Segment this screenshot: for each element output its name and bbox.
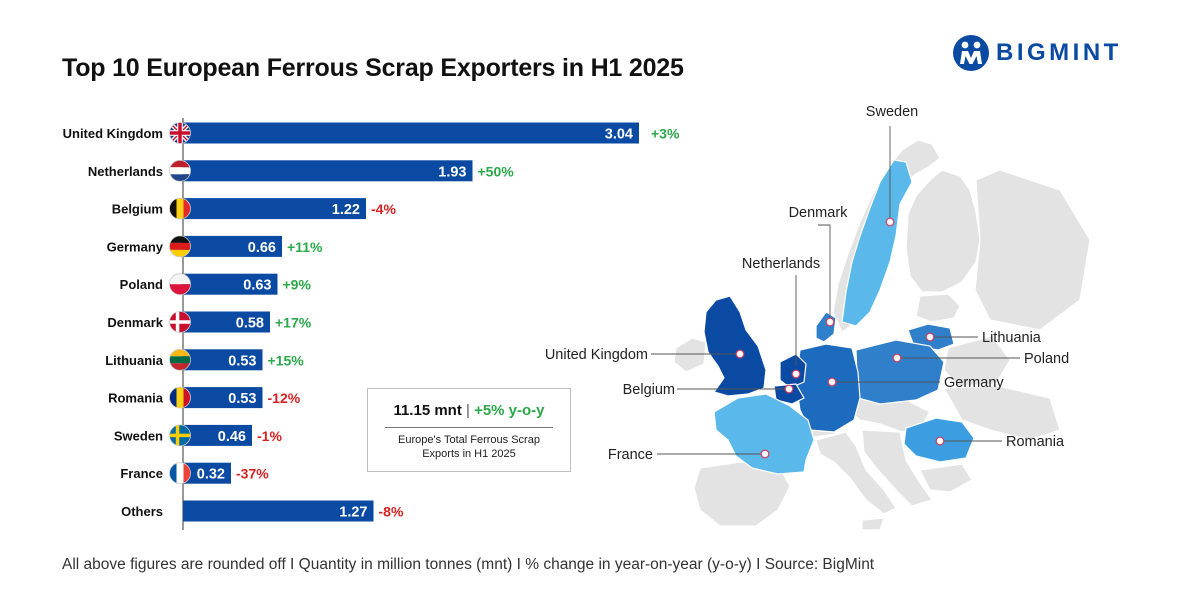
romania-flag-icon bbox=[169, 386, 191, 409]
bar bbox=[183, 349, 263, 371]
yoy-change-label: -4% bbox=[371, 201, 396, 217]
bar bbox=[183, 387, 263, 409]
bigmint-logo-icon bbox=[953, 35, 989, 71]
summary-caption: Europe's Total Ferrous Scrap Exports in … bbox=[368, 433, 570, 461]
belgium-flag-icon bbox=[169, 197, 191, 220]
map-label-uk: United Kingdom bbox=[545, 347, 648, 363]
map-markers bbox=[735, 217, 945, 459]
yoy-change-label: +3% bbox=[651, 126, 680, 142]
poland-marker bbox=[892, 353, 902, 363]
bar bbox=[183, 198, 366, 220]
bar bbox=[183, 273, 278, 295]
yoy-change-label: +17% bbox=[275, 315, 312, 331]
brand-name: BIGMINT bbox=[996, 39, 1122, 66]
footer-note: All above figures are rounded off I Quan… bbox=[62, 556, 875, 573]
lithuania-marker bbox=[925, 332, 935, 342]
yoy-change-label: +11% bbox=[287, 239, 323, 255]
map-label-romania: Romania bbox=[1006, 434, 1065, 450]
bar-value-label: 1.22 bbox=[332, 202, 360, 218]
yoy-change-label: -1% bbox=[257, 428, 282, 444]
bar bbox=[183, 122, 639, 144]
germany-flag-icon bbox=[169, 235, 191, 258]
yoy-change-label: +50% bbox=[478, 163, 515, 179]
bar-value-label: 3.04 bbox=[605, 127, 633, 143]
yoy-change-label: -8% bbox=[379, 504, 404, 520]
sweden-flag-icon bbox=[169, 424, 191, 447]
france-flag-icon bbox=[169, 462, 191, 485]
category-label: Germany bbox=[107, 239, 164, 254]
denmark-leader-line bbox=[818, 224, 831, 322]
yoy-change-label: +15% bbox=[268, 352, 305, 368]
map-label-sweden: Sweden bbox=[866, 104, 918, 120]
total-summary-headline: 11.15 mnt | +5% y-o-y bbox=[368, 402, 570, 419]
uk-marker bbox=[735, 349, 745, 359]
map-label-poland: Poland bbox=[1024, 351, 1069, 367]
poland-flag-icon bbox=[169, 273, 191, 296]
map-label-netherlands: Netherlands bbox=[742, 256, 820, 272]
romania-marker bbox=[935, 436, 945, 446]
yoy-change-label: +9% bbox=[283, 277, 312, 293]
category-label: Poland bbox=[120, 277, 163, 292]
map-leader-lines bbox=[651, 126, 1020, 455]
denmark-marker bbox=[825, 317, 835, 327]
bar-value-label: 0.66 bbox=[248, 240, 276, 256]
map-label-lithuania: Lithuania bbox=[982, 330, 1042, 346]
map-country-labels: Sweden Denmark Netherlands Lithuania Pol… bbox=[545, 104, 1069, 463]
category-label: United Kingdom bbox=[63, 126, 163, 141]
summary-divider bbox=[385, 427, 553, 428]
bar bbox=[183, 500, 374, 522]
category-label: Others bbox=[121, 504, 163, 519]
belgium-marker bbox=[784, 384, 794, 394]
bar-value-label: 0.46 bbox=[218, 429, 246, 445]
france-marker bbox=[760, 449, 770, 459]
category-label: Denmark bbox=[107, 315, 163, 330]
bar-value-label: 1.93 bbox=[438, 164, 466, 180]
bar-value-label: 1.27 bbox=[339, 505, 367, 521]
map-background-countries bbox=[673, 139, 1091, 531]
bar-value-label: 0.53 bbox=[228, 353, 256, 369]
category-label: Sweden bbox=[114, 428, 163, 443]
netherlands-flag-icon bbox=[169, 159, 191, 182]
bar-value-label: 0.32 bbox=[197, 467, 225, 483]
bar bbox=[183, 160, 473, 182]
map-label-belgium: Belgium bbox=[623, 382, 675, 398]
category-label: Belgium bbox=[112, 202, 163, 217]
bar bbox=[183, 462, 231, 484]
europe-map: Sweden Denmark Netherlands Lithuania Pol… bbox=[545, 104, 1091, 531]
map-label-denmark: Denmark bbox=[789, 205, 849, 221]
yoy-change-label: -12% bbox=[268, 390, 301, 406]
category-label: Lithuania bbox=[105, 353, 164, 368]
bigmint-logo: BIGMINT bbox=[952, 34, 1122, 72]
category-label: Romania bbox=[108, 391, 164, 406]
total-yoy-change: +5% y-o-y bbox=[474, 402, 545, 419]
sweden-marker bbox=[885, 217, 895, 227]
category-label: France bbox=[120, 466, 163, 481]
bar bbox=[183, 311, 270, 333]
bar-chart: United Kingdom 3.04 +3% Netherlands 1.93 +50%… bbox=[63, 118, 680, 530]
uk-flag-icon bbox=[169, 122, 191, 144]
bar bbox=[183, 235, 282, 257]
yoy-change-label: -37% bbox=[236, 466, 269, 482]
total-summary-box: 11.15 mnt | +5% y-o-y Europe's Total Fer… bbox=[367, 388, 571, 472]
total-exports-value: 11.15 mnt bbox=[393, 402, 462, 419]
summary-caption-line-2: Exports in H1 2025 bbox=[422, 448, 516, 460]
category-label: Netherlands bbox=[88, 164, 163, 179]
summary-separator: | bbox=[466, 402, 470, 419]
germany-marker bbox=[827, 377, 837, 387]
map-label-germany: Germany bbox=[944, 375, 1004, 391]
bar-value-label: 0.58 bbox=[236, 316, 264, 332]
map-label-france: France bbox=[608, 447, 653, 463]
chart-title: Top 10 European Ferrous Scrap Exporters … bbox=[62, 54, 684, 82]
bar-value-label: 0.63 bbox=[243, 278, 271, 294]
lithuania-flag-icon bbox=[169, 348, 191, 371]
denmark-flag-icon bbox=[169, 311, 191, 333]
netherlands-marker bbox=[791, 369, 801, 379]
bar bbox=[183, 424, 252, 446]
bar-value-label: 0.53 bbox=[228, 391, 256, 407]
summary-caption-line-1: Europe's Total Ferrous Scrap bbox=[398, 434, 540, 446]
